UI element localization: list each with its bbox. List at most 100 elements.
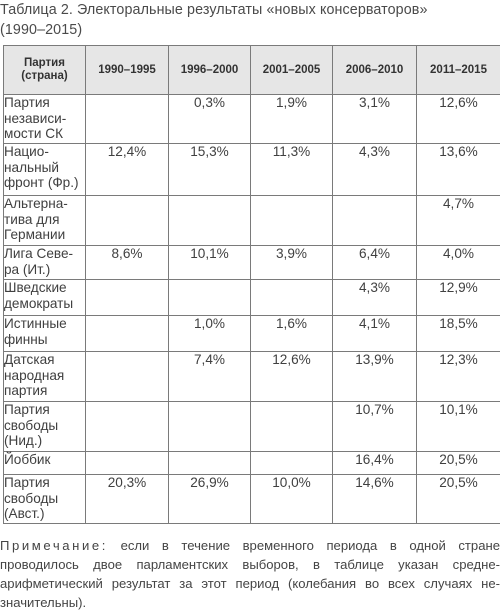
party-name-line: Нацио- (4, 144, 49, 159)
party-name-line: нальный (4, 159, 59, 175)
result-cell (250, 451, 333, 475)
table-caption: Таблица 2. Электоральные результаты «нов… (0, 0, 500, 40)
party-name-line: (Авст.) (4, 506, 45, 521)
party-name-line: народная (4, 367, 65, 383)
result-cell: 1,9% (250, 94, 333, 144)
party-name-line: Датская (4, 352, 55, 367)
party-cell: Альтерна-тива для Германии (3, 195, 86, 246)
party-cell: Шведские демократы (3, 279, 86, 316)
party-name-line: Истинные (4, 316, 67, 331)
caption-period: (1990–2015) (0, 22, 83, 38)
party-cell: Лига Севе-ра (Ит.) (3, 245, 86, 280)
header-period: 1996–2000 (168, 45, 251, 95)
table-row: Датская народная партия 7,4% 12,6% 13,9% 12,3% (3, 351, 500, 402)
result-cell (85, 279, 169, 316)
note-line: Примечание: если в течение временного пе… (0, 536, 500, 555)
result-cell: 4,3% (332, 279, 417, 316)
party-cell: Истинные финны (3, 315, 86, 352)
party-name-line: Альтерна- (4, 196, 68, 211)
header-party: Партия (страна) (3, 45, 86, 95)
table-body: Партия независи-мости СК 0,3% 1,9% 3,1% 12,6%… (3, 94, 500, 524)
header-period: 2011–2015 (416, 45, 500, 95)
table-note: Примечание: если в течение временного пе… (0, 536, 500, 612)
result-cell: 10,1% (168, 245, 251, 280)
result-cell (332, 195, 417, 246)
result-cell: 10,1% (416, 401, 500, 452)
result-cell: 0,3% (168, 94, 251, 144)
header-period: 2001–2005 (250, 45, 333, 95)
header-row: Партия (страна) 1990–1995 1996–2000 2001… (3, 45, 500, 95)
header-period: 1990–1995 (85, 45, 169, 95)
party-name-line: Партия (4, 475, 50, 490)
result-cell: 11,3% (250, 143, 333, 196)
result-cell: 26,9% (168, 474, 251, 524)
result-cell (85, 451, 169, 475)
result-cell (85, 351, 169, 402)
note-line: арифметический результат за этот период … (0, 576, 500, 591)
party-cell: Йоббик (3, 451, 86, 475)
table-row: Альтерна-тива для Германии 4,7% (3, 195, 500, 246)
table-row: Истинные финны 1,0% 1,6% 4,1% 18,5% (3, 315, 500, 352)
result-cell: 14,6% (332, 474, 417, 524)
result-cell (250, 195, 333, 246)
election-results-table: Партия (страна) 1990–1995 1996–2000 2001… (3, 45, 500, 524)
party-name-line: Партия (4, 95, 50, 110)
result-cell: 12,6% (416, 94, 500, 144)
party-name-line: финны (4, 331, 48, 347)
table-row: Шведские демократы 4,3% 12,9% (3, 279, 500, 316)
result-cell: 3,1% (332, 94, 417, 144)
party-name-line: свободы (4, 490, 59, 506)
party-name-line: свободы (4, 417, 59, 433)
table-row: Партия свободы (Нид.) 10,7% 10,1% (3, 401, 500, 452)
result-cell: 20,5% (416, 451, 500, 475)
party-name-line: Йоббик (4, 452, 51, 467)
party-name-line: Лига Севе- (4, 246, 74, 261)
party-name-line: Германии (4, 227, 66, 242)
table-row: Партия свободы (Авст.) 20,3% 26,9% 10,0% 14,6%… (3, 474, 500, 524)
result-cell: 20,5% (416, 474, 500, 524)
result-cell: 4,1% (332, 315, 417, 352)
result-cell: 10,0% (250, 474, 333, 524)
table-row: Лига Севе-ра (Ит.) 8,6% 10,1% 3,9% 6,4% 4,0% (3, 245, 500, 280)
result-cell: 3,9% (250, 245, 333, 280)
party-name-line: независи- (4, 110, 67, 126)
result-cell: 12,9% (416, 279, 500, 316)
result-cell (168, 279, 251, 316)
table-row: Йоббик 16,4% 20,5% (3, 451, 500, 475)
note-text: если в течение временного периода в одно… (120, 538, 500, 553)
header-party-label: Партия (24, 57, 65, 69)
result-cell: 4,3% (332, 143, 417, 196)
result-cell: 6,4% (332, 245, 417, 280)
result-cell: 4,0% (416, 245, 500, 280)
result-cell (168, 195, 251, 246)
party-name-line: партия (4, 383, 48, 398)
party-name-line: мости СК (4, 126, 64, 141)
party-cell: Партия независи-мости СК (3, 94, 86, 144)
result-cell: 7,4% (168, 351, 251, 402)
party-name-line: (Нид.) (4, 433, 43, 448)
result-cell (85, 401, 169, 452)
result-cell: 15,3% (168, 143, 251, 196)
header-country-label: (страна) (21, 70, 68, 82)
result-cell: 12,4% (85, 143, 169, 196)
header-period: 2006–2010 (332, 45, 417, 95)
result-cell: 20,3% (85, 474, 169, 524)
party-name-line: ра (Ит.) (4, 261, 51, 277)
party-name-line: фронт (Фр.) (4, 175, 79, 190)
caption-title: Таблица 2. Электоральные результаты «нов… (0, 2, 428, 18)
result-cell (85, 315, 169, 352)
result-cell: 12,6% (250, 351, 333, 402)
result-cell: 8,6% (85, 245, 169, 280)
table-row: Нацио-нальный фронт (Фр.) 12,4% 15,3% 11,3% 4… (3, 143, 500, 196)
note-line: проводилось двое парламентских выборов, … (0, 557, 500, 572)
table-row: Партия независи-мости СК 0,3% 1,9% 3,1% 12,6% (3, 94, 500, 144)
party-name-line: Партия (4, 402, 50, 417)
result-cell (250, 279, 333, 316)
note-line: значительны). (0, 595, 87, 610)
party-name-line: тива для (4, 211, 60, 227)
result-cell: 12,3% (416, 351, 500, 402)
party-name-line: Шведские (4, 280, 67, 295)
party-cell: Датская народная партия (3, 351, 86, 402)
result-cell: 4,7% (416, 195, 500, 246)
party-cell: Партия свободы (Авст.) (3, 474, 86, 524)
